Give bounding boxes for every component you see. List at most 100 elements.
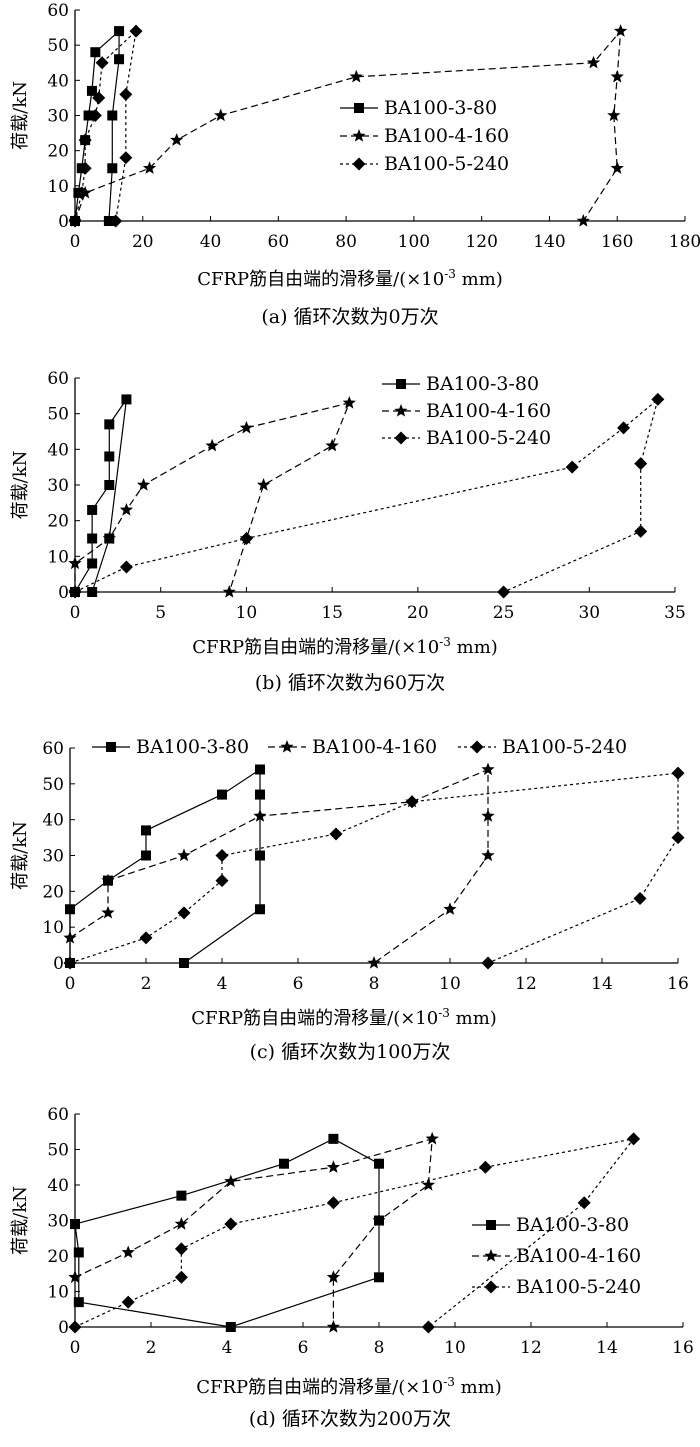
data-point-diamond [109,214,123,228]
data-point-diamond [174,1270,188,1284]
y-tick-label: 20 [42,882,64,902]
x-tick-label: 2 [146,1338,157,1358]
data-point-diamond [326,1196,340,1210]
data-point-star [576,214,590,227]
data-point-diamond [121,1295,135,1309]
x-tick-label: 80 [335,232,357,252]
legend-label: BA100-4-160 [516,1245,641,1267]
legend-marker-star [280,740,294,753]
data-point-diamond [421,1320,435,1334]
y-tick-label: 10 [47,177,69,197]
data-point-star [170,133,184,146]
data-point-diamond [671,831,685,845]
x-tick-label: 6 [298,1338,309,1358]
data-point-star [349,69,363,83]
x-axis-label-prefix: CFRP筋自由端的滑移量/(×10 [196,1377,443,1398]
x-tick-label: 14 [596,1338,618,1358]
data-point-diamond [565,460,579,474]
y-tick-label: 30 [47,1212,69,1232]
legend-label: BA100-4-160 [426,400,551,422]
x-axis-label-suffix: mm) [455,1377,502,1398]
series-line [69,768,489,964]
x-axis-label-prefix: CFRP筋自由端的滑移量/(×10 [191,1008,438,1029]
data-point-square [328,1133,339,1144]
legend-marker-square [486,1220,496,1230]
series-line [74,1138,433,1327]
data-point-square [374,1272,384,1283]
panel-caption: (d) 循环次数为200万次 [249,1408,451,1430]
series-line [74,397,659,593]
x-axis-label-suffix: mm) [451,637,498,658]
series-ba100-3-80 [70,1133,384,1332]
legend-label: BA100-5-240 [384,153,509,175]
data-point-star [101,905,115,919]
y-tick-label: 20 [47,1247,69,1267]
legend-marker-square [396,379,406,389]
legend-marker-diamond [470,740,484,754]
y-axis-label: 荷载/kN [10,821,31,890]
series-ba100-5-240 [63,766,685,970]
x-tick-label: 12 [520,1338,542,1358]
data-point-diamond [75,186,89,200]
x-tick-label: 0 [70,603,81,623]
data-point-star [174,1217,189,1230]
data-point-square [279,1158,289,1169]
legend: BA100-3-80 BA100-4-160 BA100-5-240 [472,1214,641,1298]
data-point-star [253,809,267,822]
data-point-square [217,789,227,800]
x-tick-label: 8 [369,974,380,994]
x-tick-label: 8 [374,1338,385,1358]
y-tick-label: 40 [42,811,64,831]
legend-marker-star [484,1249,498,1262]
x-tick-label: 2 [141,974,152,994]
x-tick-label: 180 [669,232,700,252]
x-tick-label: 0 [70,232,81,252]
data-point-square [141,825,151,836]
y-tick-label: 10 [42,918,64,938]
legend-label: BA100-3-80 [516,1214,629,1236]
x-tick-label: 160 [601,232,633,252]
legend-label: BA100-5-240 [502,736,627,758]
x-tick-label: 20 [407,603,429,623]
data-point-square [255,789,265,800]
data-point-diamond [577,1196,591,1210]
data-point-square [255,850,265,861]
x-tick-label: 4 [217,974,228,994]
data-point-star [326,1270,341,1283]
data-point-diamond [177,906,191,920]
x-tick-label: 0 [65,974,76,994]
y-tick-label: 50 [42,775,64,795]
data-point-square [104,451,115,462]
series-ba100-4-160 [63,762,495,969]
data-point-square [104,419,115,430]
y-tick-label: 50 [47,405,69,425]
data-point-diamond [617,421,631,435]
data-point-square [65,904,75,915]
data-point-diamond [68,214,82,228]
x-tick-label: 4 [222,1338,233,1358]
data-point-diamond [215,874,229,888]
y-axis-label: 荷载/kN [10,81,31,150]
data-point-star [239,420,254,434]
x-tick-label: 140 [533,232,565,252]
x-axis-label-prefix: CFRP筋自由端的滑移量/(×10 [197,269,444,290]
series-line [69,768,261,964]
data-point-square [141,850,151,861]
data-point-square [90,47,101,58]
data-point-diamond [174,1242,188,1256]
x-tick-label: 40 [200,232,222,252]
data-point-diamond [129,24,143,38]
data-point-diamond [78,133,92,147]
x-axis-label: CFRP筋自由端的滑移量/(×10-3 mm) [196,1375,502,1398]
y-tick-label: 40 [47,1176,69,1196]
data-point-star [222,585,236,598]
data-point-diamond [671,766,685,780]
y-tick-label: 50 [47,1141,69,1161]
x-tick-label: 6 [293,974,304,994]
y-tick-label: 0 [58,212,69,232]
data-point-diamond [68,585,82,599]
y-tick-label: 40 [47,440,69,460]
data-point-square [255,764,265,775]
data-point-diamond [405,795,419,809]
legend-marker-diamond [394,431,408,445]
